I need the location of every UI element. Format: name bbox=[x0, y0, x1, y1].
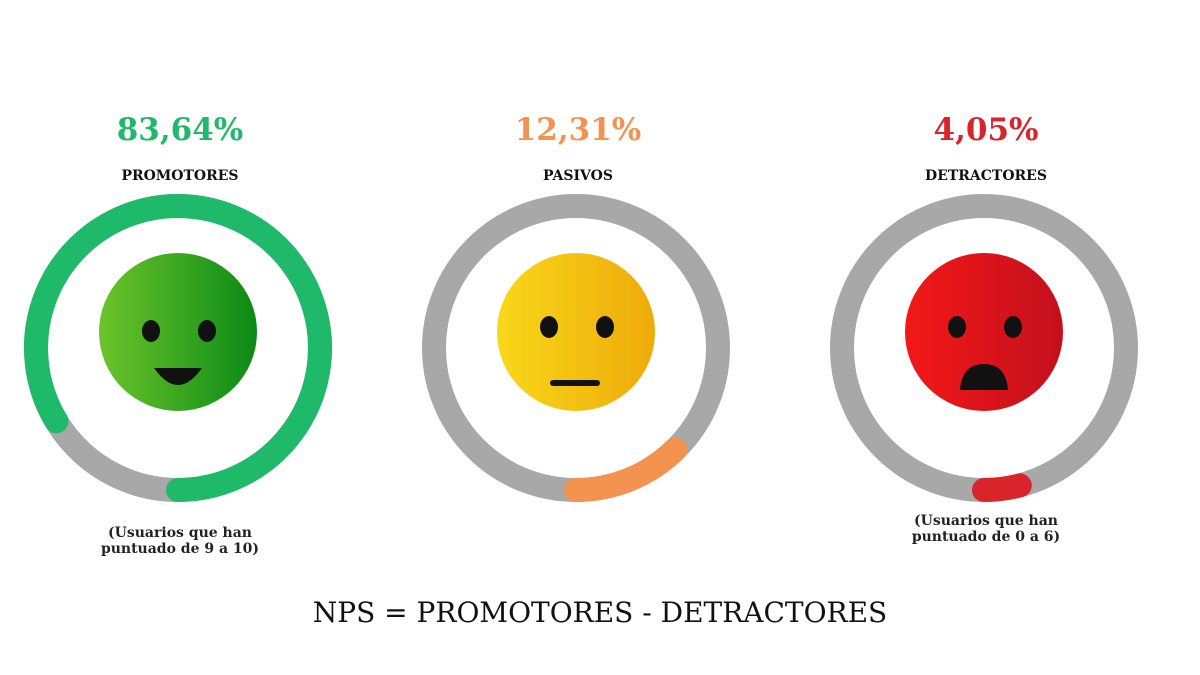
detractores-percent: 4,05% bbox=[933, 112, 1039, 148]
detractores-gauge bbox=[830, 194, 1138, 502]
happy-face-icon bbox=[99, 253, 257, 411]
neutral-face-mouth bbox=[550, 380, 600, 386]
promotores-panel: 83,64% PROMOTORES (Usuarios que han punt… bbox=[0, 0, 360, 600]
detractores-note-line1: (Usuarios que han bbox=[914, 513, 1058, 529]
detractores-note: (Usuarios que han puntuado de 0 a 6) bbox=[806, 513, 1166, 545]
sad-face-icon bbox=[905, 253, 1063, 411]
happy-face-right-eye bbox=[198, 320, 216, 342]
happy-face-left-eye bbox=[142, 320, 160, 342]
nps-formula: NPS = PROMOTORES - DETRACTORES bbox=[312, 596, 888, 629]
detractores-label: DETRACTORES bbox=[925, 168, 1047, 184]
pasivos-label: PASIVOS bbox=[543, 168, 613, 184]
sad-face-mouth bbox=[960, 364, 1008, 390]
promotores-gauge bbox=[24, 194, 332, 502]
promotores-label: PROMOTORES bbox=[121, 168, 239, 184]
pasivos-gauge-arc bbox=[564, 437, 688, 502]
pasivos-gauge bbox=[422, 194, 730, 502]
happy-face-mouth bbox=[154, 368, 202, 385]
sad-face-left-eye bbox=[948, 316, 966, 338]
pasivos-panel: 12,31% PASIVOS bbox=[398, 0, 758, 600]
sad-face-right-eye bbox=[1004, 316, 1022, 338]
neutral-face-icon bbox=[497, 253, 655, 411]
promotores-percent: 83,64% bbox=[116, 112, 244, 148]
neutral-face-left-eye bbox=[540, 316, 558, 338]
promotores-note-line2: puntuado de 9 a 10) bbox=[100, 541, 260, 557]
detractores-note-line2: puntuado de 0 a 6) bbox=[911, 529, 1061, 545]
neutral-face-right-eye bbox=[596, 316, 614, 338]
promotores-gauge-arc bbox=[24, 194, 332, 502]
promotores-note: (Usuarios que han puntuado de 9 a 10) bbox=[0, 525, 360, 557]
detractores-panel: 4,05% DETRACTORES (Usuarios que han punt… bbox=[806, 0, 1166, 600]
promotores-note-line1: (Usuarios que han bbox=[108, 525, 252, 541]
detractores-gauge-arc bbox=[972, 473, 1032, 502]
pasivos-percent: 12,31% bbox=[514, 112, 642, 148]
